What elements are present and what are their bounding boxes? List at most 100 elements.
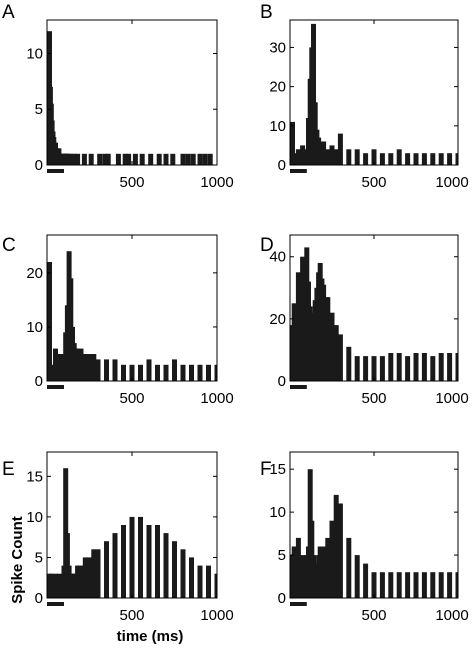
- histogram-bar: [104, 541, 109, 598]
- histogram-bar: [405, 572, 411, 598]
- histogram-bar: [388, 153, 394, 165]
- histogram-bar: [87, 354, 92, 381]
- y-tick-label: 10: [26, 509, 43, 526]
- y-tick-label: 0: [35, 373, 43, 390]
- histogram-bar: [354, 356, 360, 381]
- histogram-bar: [321, 546, 327, 598]
- histogram-bar: [146, 525, 152, 598]
- histogram-bar: [189, 364, 194, 381]
- histogram-bar: [363, 563, 369, 598]
- histogram-bar: [354, 149, 360, 165]
- histogram-bar: [197, 565, 203, 598]
- stimulus-bar: [290, 602, 307, 606]
- histogram-bar: [329, 145, 335, 165]
- histogram-bar: [75, 153, 81, 165]
- histogram-bar: [104, 359, 109, 381]
- stimulus-bar: [47, 385, 64, 389]
- histogram-bar: [430, 356, 436, 381]
- histogram-bar: [396, 353, 402, 381]
- histogram-bar: [447, 153, 453, 165]
- histogram-bar: [170, 153, 176, 165]
- x-tick-label: 500: [119, 607, 144, 624]
- histogram-bar: [430, 572, 436, 598]
- y-tick-label: 15: [269, 461, 286, 478]
- histogram-bar: [396, 149, 402, 165]
- stimulus-bar: [290, 385, 307, 389]
- histogram-bar: [329, 520, 335, 598]
- histogram-bar: [105, 153, 111, 165]
- histogram-bar: [413, 353, 419, 381]
- histogram-bar: [121, 364, 126, 381]
- histogram-bar: [139, 153, 145, 165]
- y-tick-label: 5: [35, 101, 43, 118]
- histogram-bar: [214, 364, 217, 381]
- histogram-bar: [163, 364, 169, 381]
- histogram-bar: [354, 555, 360, 598]
- plot-frame: [46, 19, 218, 166]
- panel-e: E 0 5 10 15 500 1000: [2, 451, 234, 624]
- histogram-bar: [172, 541, 177, 598]
- histogram-bar: [97, 153, 103, 165]
- y-tick-label: 20: [269, 79, 286, 96]
- histogram-bar: [333, 149, 339, 165]
- panel-letter-f: F: [260, 459, 272, 480]
- histogram-bar: [337, 133, 343, 165]
- histogram-bar: [291, 546, 297, 598]
- histogram-bar: [430, 153, 436, 165]
- histogram-bar: [57, 573, 63, 598]
- stimulus-bar: [47, 169, 64, 173]
- histogram-bar: [421, 153, 427, 165]
- histogram-bar: [346, 346, 352, 381]
- x-tick-label: 500: [361, 607, 386, 624]
- histogram-bar: [455, 353, 458, 381]
- histogram-bar: [87, 557, 92, 598]
- histogram-bar: [129, 516, 135, 598]
- histogram-bar: [321, 284, 327, 381]
- x-tick-label: 500: [361, 174, 386, 191]
- histogram-bar: [206, 364, 211, 381]
- histogram-bar: [291, 303, 297, 381]
- histogram-bar: [333, 494, 339, 598]
- histogram-bar: [447, 353, 453, 381]
- panel-d: D 0 20 40 500 1000: [260, 234, 469, 407]
- histogram-bar: [81, 153, 87, 165]
- y-tick-label: 5: [278, 547, 286, 564]
- histogram-bar: [321, 141, 327, 165]
- histogram-bar: [371, 356, 377, 381]
- histogram-bar: [371, 572, 377, 598]
- histogram-bar: [295, 149, 301, 165]
- histogram-bar: [379, 153, 385, 165]
- histogram-bar: [346, 537, 352, 598]
- histogram-bar: [455, 572, 458, 598]
- panel-b: B 0 10 20 30 500 1000: [260, 2, 469, 191]
- histogram-bar: [64, 533, 70, 598]
- histogram-bar: [295, 537, 301, 598]
- histogram-bar: [379, 356, 385, 381]
- y-tick-label: 20: [26, 265, 43, 282]
- x-tick-label: 500: [119, 174, 144, 191]
- histogram-bar: [300, 256, 306, 381]
- histogram-bar: [438, 153, 444, 165]
- histogram-bar: [379, 572, 385, 598]
- histogram-bar: [102, 153, 108, 165]
- histogram-bar: [413, 153, 419, 165]
- histogram-bar: [333, 325, 339, 381]
- histogram-bar: [455, 153, 458, 165]
- histogram-bar: [126, 153, 132, 165]
- panel-letter-a: A: [2, 2, 15, 23]
- histogram-bar: [396, 572, 402, 598]
- histogram-bar: [138, 516, 143, 598]
- x-axis-title: time (ms): [117, 628, 184, 645]
- histogram-bar: [371, 149, 377, 165]
- histogram-bar: [180, 364, 186, 381]
- histogram-bar: [363, 153, 369, 165]
- panel-letter-d: D: [260, 235, 274, 256]
- y-tick-label: 10: [26, 319, 43, 336]
- histogram-bar: [115, 153, 121, 165]
- x-tick-label: 500: [361, 390, 386, 407]
- histogram-bar: [180, 153, 186, 165]
- histogram-bar: [163, 533, 169, 598]
- histogram-bar: [325, 149, 331, 165]
- histogram-bar: [207, 153, 213, 165]
- histogram-bar: [295, 272, 301, 381]
